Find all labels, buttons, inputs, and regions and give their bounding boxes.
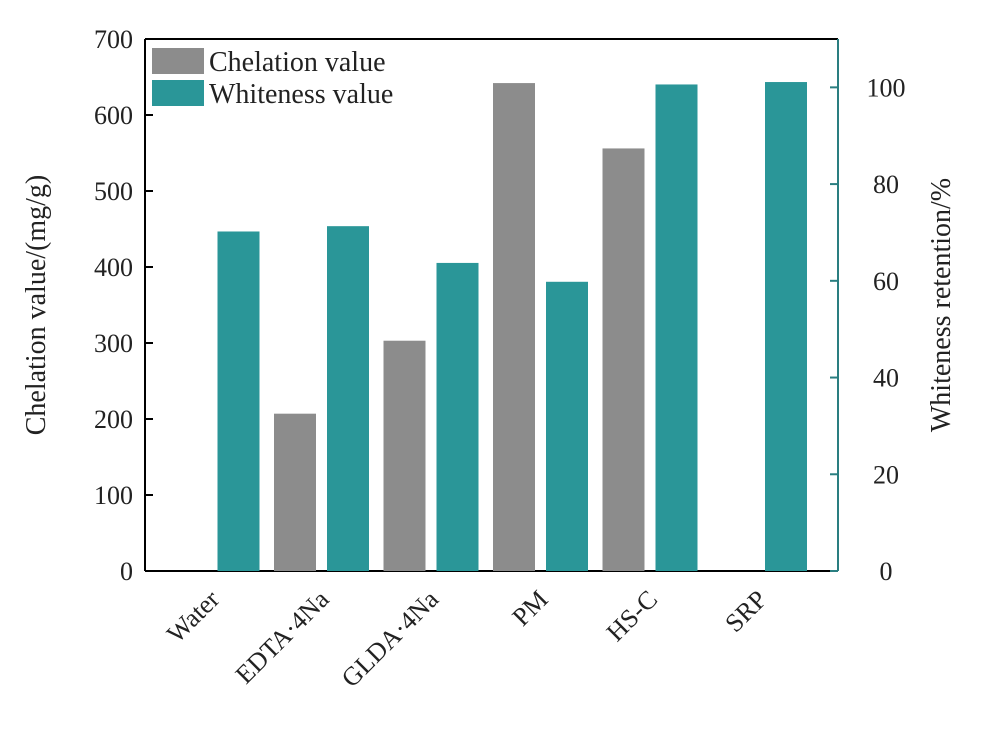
left-axis-title: Chelation value/(mg/g) bbox=[21, 175, 52, 436]
x-axis-category-label: EDTA·4Na bbox=[230, 584, 335, 689]
bar-chelation-value bbox=[274, 413, 316, 571]
bar-whiteness-value bbox=[655, 84, 698, 571]
bar-chelation-value bbox=[493, 83, 535, 571]
x-axis-category-label: GLDA·4Na bbox=[336, 584, 445, 693]
right-axis-title: Whiteness retention/% bbox=[926, 178, 957, 432]
x-axis: Water EDTA·4Na GLDA·4Na PM HS-C SRP bbox=[161, 584, 772, 693]
right-axis-tick-label: 80 bbox=[873, 170, 899, 199]
bar-chelation-value bbox=[383, 340, 426, 571]
left-axis-tick-label: 700 bbox=[94, 25, 133, 54]
bar-whiteness-value bbox=[765, 82, 807, 571]
left-axis-tick-label: 0 bbox=[120, 557, 133, 586]
left-axis-tick-label: 100 bbox=[94, 481, 133, 510]
x-axis-category-label: PM bbox=[507, 585, 554, 632]
bar-whiteness-value bbox=[546, 281, 588, 571]
left-axis-tick-label: 300 bbox=[94, 329, 133, 358]
plot-frame bbox=[144, 38, 839, 572]
right-axis-tick-label: 20 bbox=[873, 460, 899, 489]
left-axis-tick-label: 600 bbox=[94, 101, 133, 130]
legend-swatch-whiteness bbox=[152, 80, 204, 106]
bar-whiteness-value bbox=[327, 226, 369, 571]
bar-whiteness-value bbox=[217, 231, 260, 571]
bar-whiteness-value bbox=[436, 262, 479, 571]
left-axis-tick-label: 200 bbox=[94, 405, 133, 434]
bars bbox=[217, 82, 807, 571]
left-axis-tick-label: 500 bbox=[94, 177, 133, 206]
left-axis-tick-label: 400 bbox=[94, 253, 133, 282]
right-axis-tick-label: 100 bbox=[867, 73, 906, 102]
x-axis-category-label: HS-C bbox=[601, 585, 663, 647]
left-axis: 0 100 200 300 400 500 600 700 bbox=[94, 25, 153, 586]
legend-label-whiteness: Whiteness value bbox=[209, 79, 393, 110]
right-axis-tick-label: 40 bbox=[873, 364, 899, 393]
legend-label-chelation: Chelation value bbox=[209, 47, 386, 78]
right-axis: 0 20 40 60 80 100 bbox=[830, 73, 906, 586]
bar-chelation-value bbox=[602, 148, 645, 571]
right-axis-tick-label: 60 bbox=[873, 267, 899, 296]
right-axis-tick-label: 0 bbox=[880, 557, 893, 586]
legend-swatch-chelation bbox=[152, 48, 204, 74]
x-axis-category-label: SRP bbox=[719, 585, 772, 638]
x-axis-category-label: Water bbox=[161, 584, 225, 648]
